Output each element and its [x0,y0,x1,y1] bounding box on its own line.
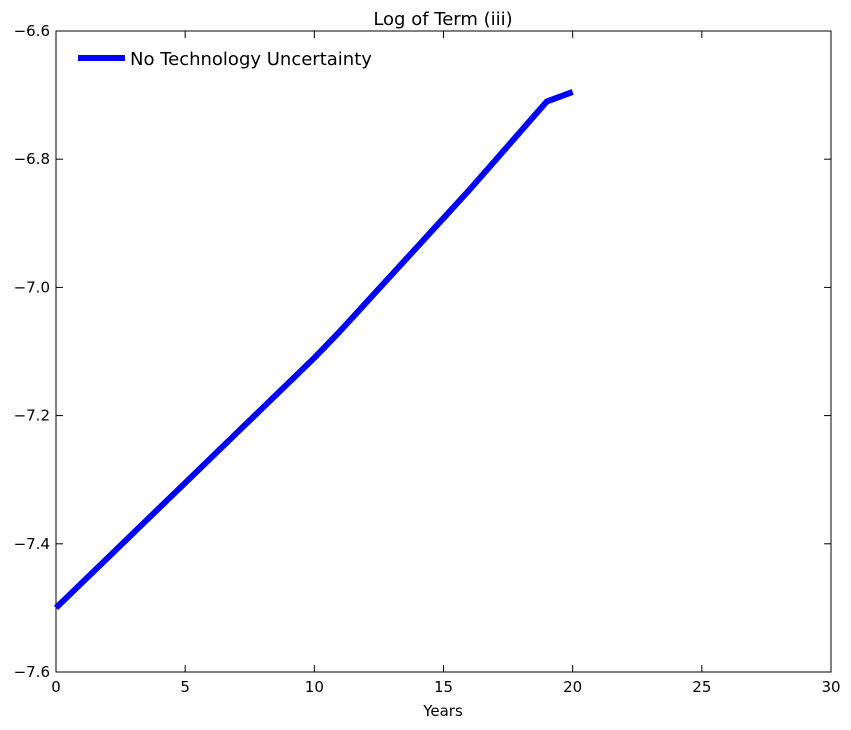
x-tick-label: 15 [434,678,453,696]
data-point [262,407,263,408]
data-point [521,130,522,131]
data-point [288,382,289,383]
data-point [495,160,496,161]
y-tick-label: −7.2 [14,407,50,425]
data-point [469,189,470,190]
y-tick-label: −7.0 [14,278,50,296]
data-point [417,246,418,247]
data-point [236,432,237,433]
data-point [133,532,134,533]
data-point [314,357,315,358]
data-point [185,482,186,483]
y-tick-label: −6.8 [14,150,50,168]
data-point [572,91,573,92]
data-point [107,557,108,558]
x-tick-label: 30 [821,678,840,696]
y-tick-label: −6.6 [14,22,50,40]
data-point [366,302,367,303]
data-point [81,582,82,583]
data-point [340,330,341,331]
x-tick-label: 10 [305,678,324,696]
x-axis-label: Years [422,702,463,720]
x-tick-label: 5 [180,678,190,696]
y-tick-label: −7.4 [14,535,50,553]
data-point [443,218,444,219]
chart-title: Log of Term (iii) [373,9,512,30]
data-point [159,507,160,508]
data-point [546,101,547,102]
legend-label: No Technology Uncertainty [130,49,372,70]
data-point [391,274,392,275]
x-tick-label: 25 [692,678,711,696]
data-point [211,457,212,458]
data-point [56,607,57,608]
y-tick-label: −7.6 [14,663,50,681]
x-tick-label: 20 [563,678,582,696]
plot-area-frame [56,31,831,672]
x-tick-label: 0 [51,678,61,696]
